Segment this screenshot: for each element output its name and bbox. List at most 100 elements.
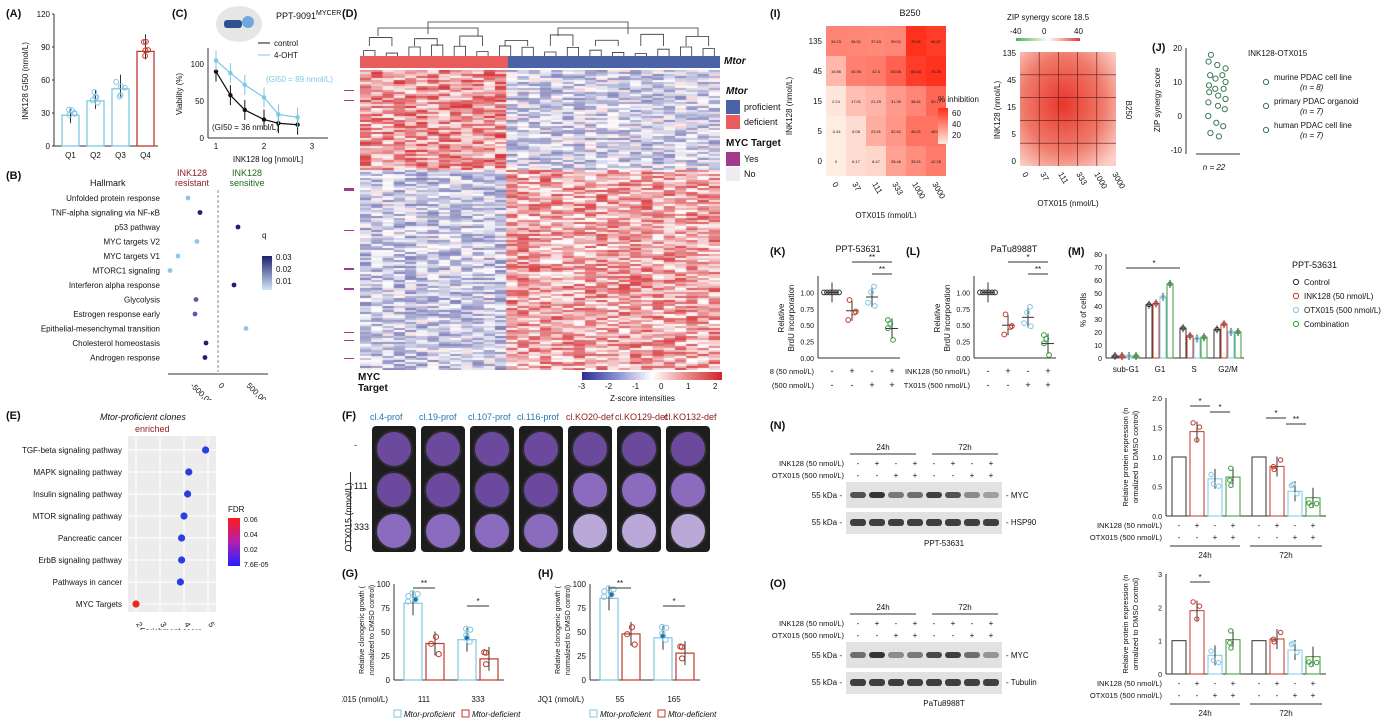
i-cell-value: 37.63 — [871, 39, 882, 44]
well — [473, 430, 511, 468]
panel-n-blot: 24h 72h INK128 (50 nmol/L) OTX015 (500 nmol… — [772, 443, 1037, 548]
e-point — [132, 600, 140, 608]
myc-band — [926, 492, 942, 498]
sign-row1: - — [1178, 521, 1181, 530]
sign-row1: + — [1231, 679, 1236, 688]
m-point — [1167, 281, 1173, 287]
sign-row2: - — [933, 471, 936, 480]
point — [405, 592, 412, 600]
ytick: 1.00 — [800, 290, 814, 297]
a-point — [66, 106, 72, 113]
dendrogram-branch — [549, 34, 574, 46]
c-ytick: 50 — [195, 97, 204, 106]
i-cell-value: -0.44 — [831, 129, 841, 134]
i-row-label: 0 — [818, 157, 823, 166]
b-point — [243, 326, 249, 331]
j-point — [1219, 72, 1226, 79]
row2-label: OTX015 (500 nmol/L) — [772, 631, 845, 640]
panel-b-chart: Unfolded protein response TNF-alpha signa… — [41, 190, 292, 400]
sign-row1: - — [1214, 679, 1217, 688]
dendrogram-branch — [368, 37, 393, 46]
point — [871, 283, 877, 290]
control-band — [850, 679, 866, 686]
i-cell — [886, 26, 906, 56]
sign-row2: - — [857, 471, 860, 480]
sensitive-label: INK128 sensitive — [229, 168, 265, 188]
e-term: ErbB signaling pathway — [38, 556, 122, 565]
m-legend-mark — [1292, 278, 1300, 286]
sign-row1: + — [913, 459, 918, 468]
point — [1040, 332, 1047, 338]
clone-label: cl.19-prof — [419, 412, 457, 422]
control-band — [964, 679, 980, 686]
point — [1290, 481, 1296, 488]
i-cell-value: 28.46 — [891, 159, 902, 164]
sign-row1: - — [1214, 521, 1217, 530]
sign-row2: - — [1258, 533, 1261, 542]
clone-label: cl.116-prof — [517, 412, 559, 422]
i-cell-value: 53.06 — [891, 69, 902, 74]
m-point — [1133, 353, 1139, 359]
dendrogram-branch — [363, 50, 376, 58]
dose-label: 55 — [616, 695, 625, 704]
m-point — [1146, 302, 1152, 308]
a-point — [92, 93, 99, 100]
e-fdr-tick: 0.02 — [244, 547, 258, 554]
i-cell-value: 42.3 — [872, 69, 881, 74]
e-xtick: 4 — [182, 621, 192, 630]
panel-label-a: (A) — [6, 8, 22, 20]
clonogenic-plates: cl.4-prof cl.19-prof cl.107-prof cl.116-pro… — [344, 412, 724, 562]
heatmap — [360, 70, 720, 370]
i-row-label: 135 — [809, 37, 823, 46]
i-legend-tick: 60 — [952, 109, 961, 118]
e-term: MTOR signaling pathway — [33, 512, 122, 521]
control-band — [945, 519, 961, 526]
myc-band — [983, 492, 999, 498]
sig-label: ** — [869, 253, 875, 262]
sig-label: * — [672, 597, 675, 606]
row2-label: OTX015 (500 nmol/L) — [770, 381, 814, 390]
clone-label: cl.4-prof — [370, 412, 403, 422]
well — [620, 512, 658, 550]
sign-row2: + — [1045, 380, 1050, 390]
sig-label: * — [1218, 403, 1221, 412]
sign-row1: - — [857, 619, 860, 628]
m-phase-label: G2/M — [1218, 365, 1238, 374]
control-band — [850, 519, 866, 526]
ytick: 1.0 — [1152, 455, 1162, 462]
j-ytick: 10 — [1173, 78, 1182, 87]
point — [624, 631, 631, 638]
point — [1271, 639, 1277, 645]
point — [1027, 303, 1033, 310]
plate — [617, 426, 661, 552]
myc-band — [869, 652, 885, 658]
e-point — [185, 468, 193, 476]
er-block — [242, 16, 254, 28]
ytick: 0.5 — [1152, 485, 1162, 492]
clone-label: cl.KO20-def — [566, 412, 614, 422]
sign-row2: - — [987, 380, 990, 390]
legend-mtor-title: Mtor — [726, 86, 748, 97]
hallmark-header: Hallmark — [90, 178, 126, 188]
myc-band — [907, 492, 923, 498]
m-legend-title: PPT-53631 — [1292, 260, 1337, 270]
kda-label: 55 kDa - — [812, 678, 843, 687]
i-row-label: 15 — [813, 97, 822, 106]
i-cell-value: 46.02 — [931, 129, 942, 134]
sign-row1: + — [875, 619, 880, 628]
dendrogram-branch — [680, 46, 693, 58]
m-legend-label: Combination — [1304, 320, 1349, 329]
b-term: MTORC1 signaling — [93, 267, 160, 276]
b-term: MYC targets V1 — [104, 252, 161, 261]
sign-row1: + — [951, 619, 956, 628]
cell-line-label: PaTu8988T — [923, 699, 965, 708]
sign-row2: - — [1276, 533, 1279, 542]
ytick: 1.5 — [1152, 426, 1162, 433]
point — [989, 289, 995, 296]
sig-label: ** — [421, 579, 427, 588]
ytick: 1.00 — [956, 290, 970, 297]
m-legend-mark — [1292, 306, 1300, 314]
e-fdr-title: FDR — [228, 505, 245, 514]
point — [1002, 311, 1009, 318]
control-band — [983, 679, 999, 686]
